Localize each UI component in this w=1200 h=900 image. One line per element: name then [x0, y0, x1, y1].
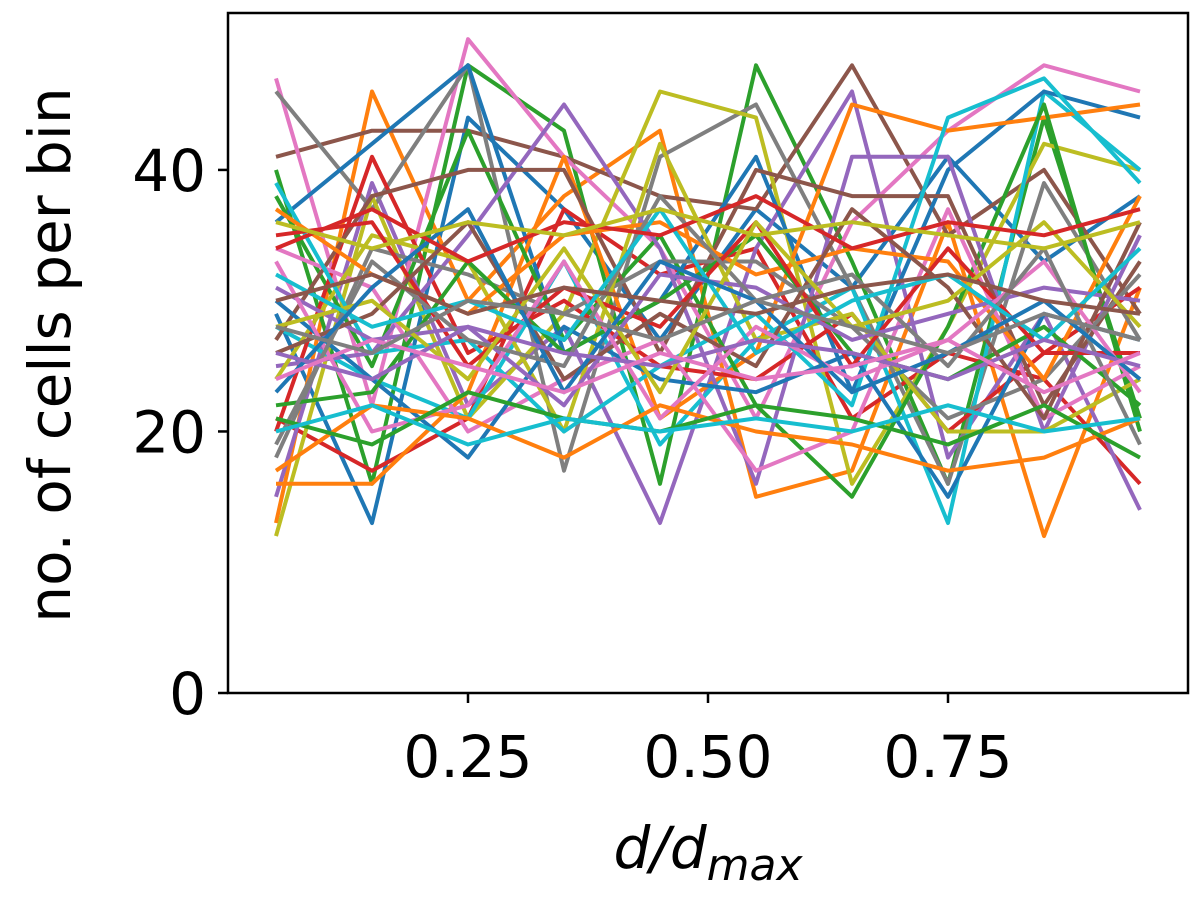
series-line-39	[275, 207, 1141, 251]
y-tick-label: 0	[169, 660, 206, 728]
series-line-31	[274, 207, 1142, 395]
y-tick-label: 40	[132, 137, 206, 205]
x-axis-label: d/dmax	[613, 814, 803, 891]
series-line-33	[275, 390, 1141, 460]
series-line-2	[274, 89, 1142, 539]
x-axis: 0.25 0.50 0.75	[403, 693, 1013, 791]
x-axis-label-subscript: max	[707, 840, 804, 891]
series-line-9	[274, 89, 1141, 537]
y-axis-label: no. of cells per bin	[16, 87, 84, 622]
series-line-40	[275, 403, 1141, 447]
series-line-37	[275, 337, 1141, 395]
series-line-36	[275, 272, 1141, 316]
y-axis: 0 20 40	[132, 137, 228, 728]
series-line-32	[274, 403, 1141, 473]
x-tick-label: 0.25	[403, 723, 532, 791]
series-line-18	[274, 246, 1142, 459]
x-tick-label: 0.50	[643, 723, 772, 791]
series-line-26	[275, 207, 1142, 421]
series-line-38	[275, 298, 1141, 355]
series-layer	[274, 37, 1142, 539]
y-tick-label: 20	[132, 398, 206, 466]
series-line-6	[275, 63, 1142, 315]
x-axis-label-base: d/d	[613, 814, 707, 882]
series-line-11	[274, 63, 1141, 395]
x-tick-label: 0.75	[883, 723, 1012, 791]
series-line-17	[275, 207, 1141, 473]
